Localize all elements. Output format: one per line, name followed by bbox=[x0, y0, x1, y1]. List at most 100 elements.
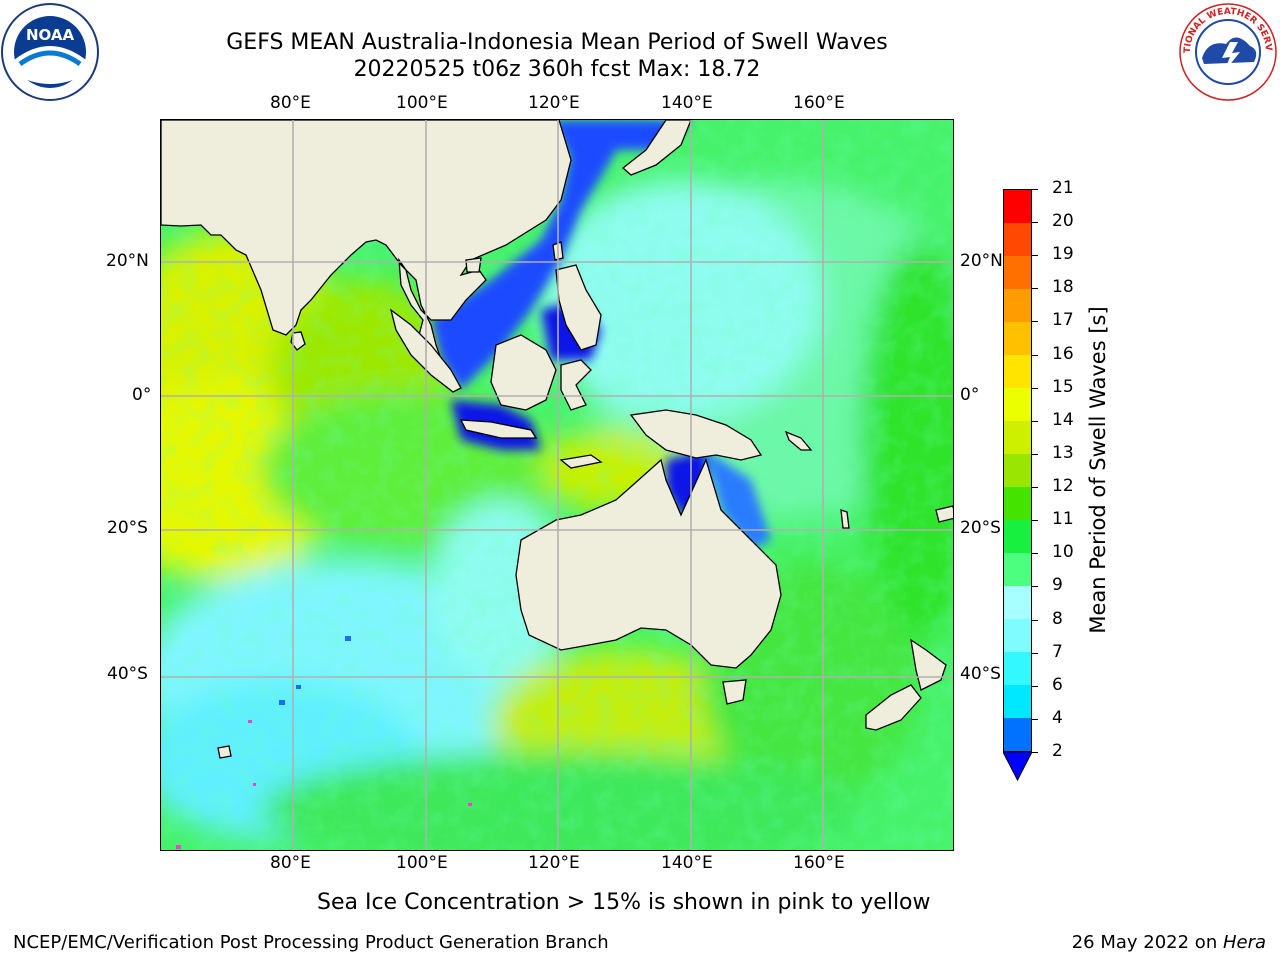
map-panel[interactable] bbox=[160, 119, 954, 851]
kerguelen bbox=[217, 745, 232, 759]
colorbar-segment bbox=[1004, 223, 1031, 256]
colorbar-tick-label: 10 bbox=[1052, 542, 1074, 563]
colorbar-segment bbox=[1004, 520, 1031, 553]
colorbar-tick-mark bbox=[1032, 387, 1038, 389]
lon-label-bottom: 160°E bbox=[793, 853, 845, 873]
new-zealand-south bbox=[865, 684, 922, 731]
lat-label-right: 20°S bbox=[960, 518, 1001, 538]
colorbar-tick-mark bbox=[1032, 652, 1038, 654]
colorbar-tick-mark bbox=[1032, 619, 1038, 621]
credit-text: NCEP/EMC/Verification Post Processing Pr… bbox=[13, 932, 609, 953]
colorbar-segment bbox=[1004, 322, 1031, 355]
colorbar-tick-label: 16 bbox=[1052, 343, 1074, 364]
colorbar-tick-mark bbox=[1032, 718, 1038, 720]
colorbar-tick-mark bbox=[1032, 685, 1038, 687]
colorbar-tick-label: 4 bbox=[1052, 707, 1063, 728]
colorbar-tick-label: 14 bbox=[1052, 409, 1074, 430]
solomon-islands bbox=[784, 430, 813, 451]
australia bbox=[515, 458, 782, 669]
colorbar-tick-mark bbox=[1032, 453, 1038, 455]
japan bbox=[621, 120, 692, 176]
lat-label-left: 0° bbox=[132, 385, 152, 405]
lon-label-top: 160°E bbox=[793, 93, 845, 113]
colorbar-tick-mark bbox=[1032, 420, 1038, 422]
sulawesi bbox=[560, 359, 592, 411]
colorbar-tick-mark bbox=[1032, 752, 1038, 753]
colorbar-tick-label: 9 bbox=[1052, 575, 1063, 596]
colorbar-tick-label: 19 bbox=[1052, 244, 1074, 265]
chart-title-line1: GEFS MEAN Australia-Indonesia Mean Perio… bbox=[226, 30, 888, 55]
nws-logo: NATIONAL WEATHER SERVICE bbox=[1174, 0, 1278, 102]
machine-name: Hera bbox=[1222, 932, 1266, 953]
colorbar-segment bbox=[1004, 553, 1031, 586]
lat-label-left: 20°N bbox=[106, 251, 149, 271]
colorbar-under-triangle bbox=[1002, 751, 1033, 786]
colorbar-tick-label: 11 bbox=[1052, 509, 1074, 530]
colorbar-tick-mark bbox=[1032, 586, 1038, 588]
colorbar-tick-label: 20 bbox=[1052, 211, 1074, 232]
colorbar-segment bbox=[1004, 388, 1031, 421]
colorbar-tick-mark bbox=[1032, 553, 1038, 555]
colorbar-segment bbox=[1004, 289, 1031, 322]
colorbar-tick-label: 13 bbox=[1052, 442, 1074, 463]
colorbar-segment bbox=[1004, 685, 1031, 718]
coral-sea-blue bbox=[706, 450, 771, 550]
colorbar-tick-mark bbox=[1032, 520, 1038, 522]
colorbar-tick-mark bbox=[1032, 354, 1038, 356]
colorbar-tick-mark bbox=[1032, 321, 1038, 323]
sea-ice-spots bbox=[176, 636, 472, 849]
colorbar-tick-label: 7 bbox=[1052, 641, 1063, 662]
timor bbox=[559, 454, 603, 469]
lon-label-top: 100°E bbox=[396, 93, 448, 113]
colorbar-tick-label: 12 bbox=[1052, 476, 1074, 497]
hainan bbox=[465, 257, 482, 273]
borneo bbox=[490, 334, 557, 411]
lon-label-bottom: 140°E bbox=[661, 853, 713, 873]
colorbar-tick-label: 6 bbox=[1052, 674, 1063, 695]
sea-ice-note: Sea Ice Concentration > 15% is shown in … bbox=[317, 890, 931, 915]
fiji bbox=[935, 505, 953, 523]
tasmania bbox=[722, 679, 747, 705]
colorbar-segment bbox=[1004, 190, 1031, 223]
colorbar-segment bbox=[1004, 586, 1031, 619]
colorbar-tick-label: 21 bbox=[1052, 178, 1074, 198]
graticule bbox=[161, 120, 953, 850]
chart-title-line2: 20220525 t06z 360h fcst Max: 18.72 bbox=[353, 57, 761, 82]
colorbar bbox=[1003, 189, 1032, 752]
colorbar-segment bbox=[1004, 718, 1031, 751]
colorbar-tick-mark bbox=[1032, 255, 1038, 257]
lon-label-bottom: 80°E bbox=[270, 853, 311, 873]
lat-label-right: 0° bbox=[960, 385, 980, 405]
date-text: 26 May 2022 on Hera bbox=[1072, 932, 1266, 953]
colorbar-segment bbox=[1004, 652, 1031, 685]
lon-label-top: 80°E bbox=[270, 93, 311, 113]
colorbar-segment bbox=[1004, 355, 1031, 388]
lon-label-top: 120°E bbox=[528, 93, 580, 113]
colorbar-segment bbox=[1004, 421, 1031, 454]
lat-label-left: 20°S bbox=[107, 518, 148, 538]
sri-lanka bbox=[290, 331, 306, 351]
colorbar-tick-label: 18 bbox=[1052, 277, 1074, 298]
colorbar-tick-label: 8 bbox=[1052, 608, 1063, 629]
colorbar-segment bbox=[1004, 454, 1031, 487]
java bbox=[459, 419, 538, 439]
colorbar-tick-label: 15 bbox=[1052, 376, 1074, 397]
colorbar-segment bbox=[1004, 619, 1031, 652]
philippines bbox=[555, 264, 602, 351]
colorbar-tick-label: 2 bbox=[1052, 741, 1063, 761]
swell-period-map bbox=[161, 120, 953, 850]
vanuatu bbox=[840, 509, 850, 529]
date-value: 26 May 2022 on bbox=[1071, 932, 1223, 953]
colorbar-tick-mark bbox=[1032, 189, 1038, 190]
lon-label-bottom: 120°E bbox=[528, 853, 580, 873]
colorbar-tick-mark bbox=[1032, 487, 1038, 489]
colorbar-segment bbox=[1004, 487, 1031, 520]
lat-label-left: 40°S bbox=[107, 664, 148, 684]
colorbar-segment bbox=[1004, 256, 1031, 289]
noaa-logo: NOAA bbox=[0, 2, 100, 102]
colorbar-tick-mark bbox=[1032, 288, 1038, 290]
lat-label-right: 40°S bbox=[960, 664, 1001, 684]
colorbar-tick-label: 17 bbox=[1052, 310, 1074, 331]
lat-label-right: 20°N bbox=[960, 251, 1003, 271]
lon-label-top: 140°E bbox=[661, 93, 713, 113]
